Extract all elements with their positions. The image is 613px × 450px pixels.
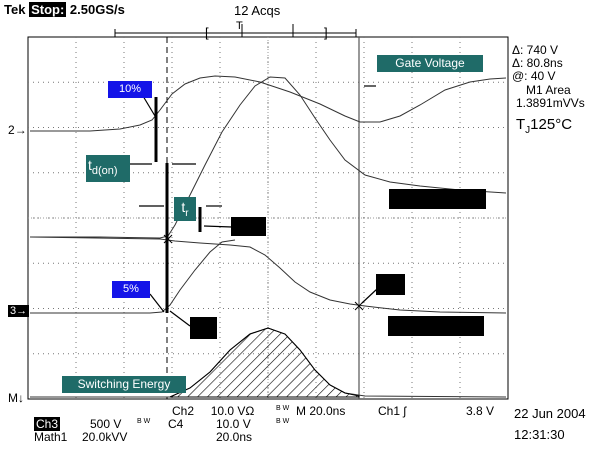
redacted-label-4 (388, 316, 484, 336)
math1-label: Math1 (34, 430, 68, 444)
cursor-voltage-readout: @: 40 V (512, 69, 556, 83)
acquisition-count: 12 Acqs (234, 3, 281, 18)
annotation-arrows (128, 85, 378, 327)
tr-label: tr (174, 197, 196, 221)
gate-voltage-trace (30, 75, 507, 132)
trigger-source: Ch1 ʃ (378, 404, 407, 418)
pct10-label: 10% (108, 81, 152, 98)
td-on-label: td(on) (86, 155, 130, 182)
c4-label: C4 (168, 417, 184, 431)
ch2-ground-marker: 2→ (8, 123, 27, 137)
cursor-x-markers (163, 234, 364, 311)
ch3-label: Ch3 (34, 417, 61, 431)
ch3-ground-marker: 3→ (8, 305, 30, 317)
junction-temperature: TJ125°C (516, 116, 573, 136)
gate-voltage-label: Gate Voltage (377, 55, 483, 72)
ch2-bw-indicator: B W (276, 405, 290, 412)
math-ground-marker: M↓ (8, 391, 24, 405)
switching-energy-area (169, 327, 360, 398)
voltage-fall-trace (29, 236, 507, 314)
timebase: M 20.0ns (296, 404, 346, 418)
pct5-label: 5% (112, 281, 150, 298)
stop-status-badge: Stop: (29, 2, 67, 17)
math-area-value: 1.3891mVVs (516, 96, 585, 110)
switching-energy-label: Switching Energy (62, 376, 186, 393)
redacted-label-1 (389, 189, 486, 209)
current-rise-trace (30, 76, 507, 239)
delta-voltage-readout: Δ: 740 V (512, 43, 559, 57)
ch3-baseline-trace (30, 239, 236, 314)
ch2-scale: Ch2 10.0 VΩ (172, 404, 255, 418)
brand-label: Tek (4, 2, 26, 17)
ch3-scale: 500 V (90, 417, 122, 431)
c4-scale: 10.0 V (216, 417, 251, 431)
date-readout: 22 Jun 2004 (514, 406, 586, 421)
redacted-label-3 (376, 274, 405, 295)
svg-text:[: [ (205, 25, 209, 40)
redacted-label-5 (190, 317, 217, 339)
delta-time-readout: Δ: 80.8ns (512, 56, 563, 70)
svg-text:]: ] (324, 25, 328, 40)
math-area-label: M1 Area (526, 83, 571, 97)
c4-bw-indicator: B W (276, 418, 290, 425)
sample-rate: 2.50GS/s (69, 2, 125, 17)
ch3-bw-indicator: B W (137, 418, 151, 425)
scope-header: Tek Stop: 2.50GS/s (4, 2, 125, 17)
trigger-position-bar: [ ] (114, 24, 357, 40)
math1-timebase: 20.0ns (216, 430, 253, 444)
time-readout: 12:31:30 (514, 427, 565, 442)
trigger-position-marker: T (236, 20, 243, 32)
trigger-level: 3.8 V (466, 404, 495, 418)
redacted-label-2 (231, 217, 266, 236)
math1-scale: 20.0kVV (82, 430, 128, 444)
